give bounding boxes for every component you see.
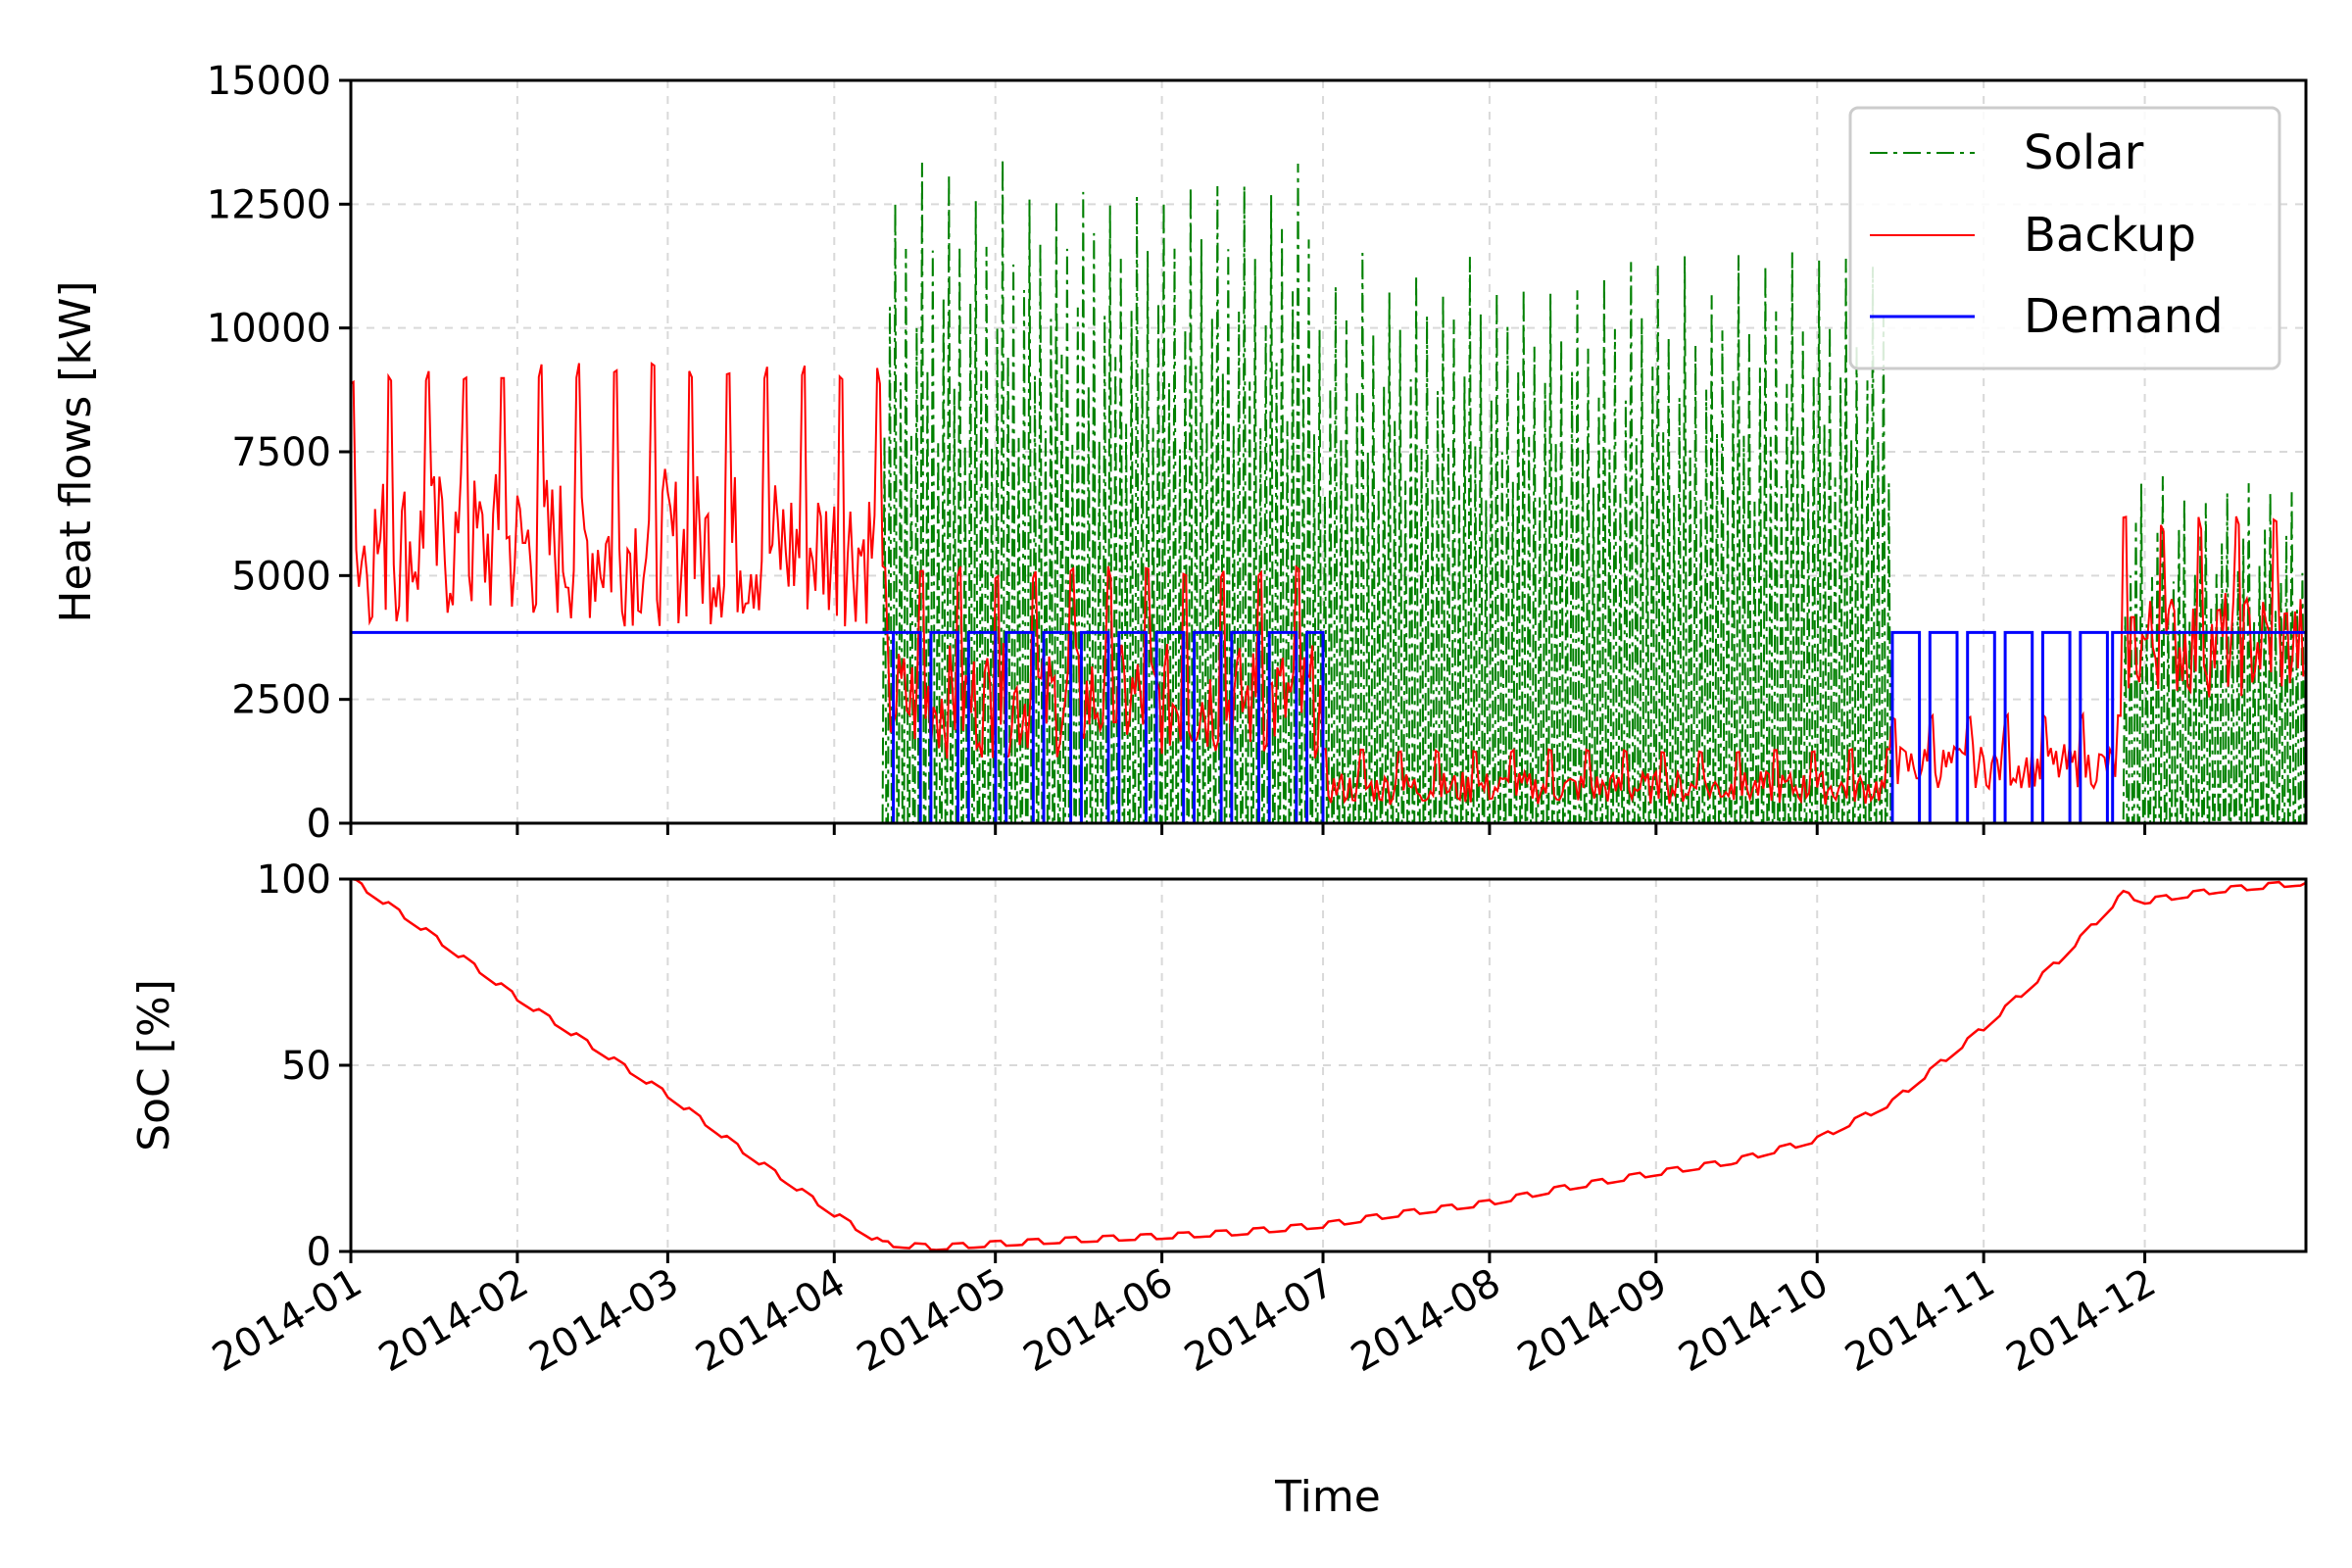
y-tick-label-2500: 2500 xyxy=(231,678,331,723)
heat-flows-panel: 0 2500 5000 7500 10000 12500 15000 Heat flows … xyxy=(51,59,2308,847)
soc-line xyxy=(350,877,2307,1251)
soc-y-axis-label: SoC [%] xyxy=(129,979,179,1152)
y-tick-label-0: 0 xyxy=(307,1230,331,1275)
y-tick-label-5000: 5000 xyxy=(231,554,331,599)
legend: Solar Backup Demand xyxy=(1848,106,2281,370)
y-tick-label-10000: 10000 xyxy=(207,307,331,352)
y-tick-label-100: 100 xyxy=(257,858,331,903)
soc-series xyxy=(350,877,2307,1251)
y-tick-label-15000: 15000 xyxy=(207,59,331,104)
legend-solar-label: Solar xyxy=(2024,125,2144,180)
y-tick-label-7500: 7500 xyxy=(231,430,331,475)
soc-y-ticks: 0 50 100 xyxy=(257,858,351,1275)
backup-line xyxy=(350,362,2305,806)
heat-flows-x-ticks xyxy=(349,823,2147,835)
y-tick-label-50: 50 xyxy=(281,1044,331,1089)
y-tick-label-12500: 12500 xyxy=(207,182,331,227)
y-tick-label-0: 0 xyxy=(307,802,331,847)
heat-flows-y-ticks: 0 2500 5000 7500 10000 12500 15000 xyxy=(207,59,351,847)
legend-box xyxy=(1848,106,2281,370)
legend-backup-label: Backup xyxy=(2024,208,2196,263)
x-axis-label: Time xyxy=(1274,1472,1381,1522)
heat-flows-y-axis-label: Heat flows [kW] xyxy=(51,280,101,622)
legend-demand-label: Demand xyxy=(2024,289,2224,344)
